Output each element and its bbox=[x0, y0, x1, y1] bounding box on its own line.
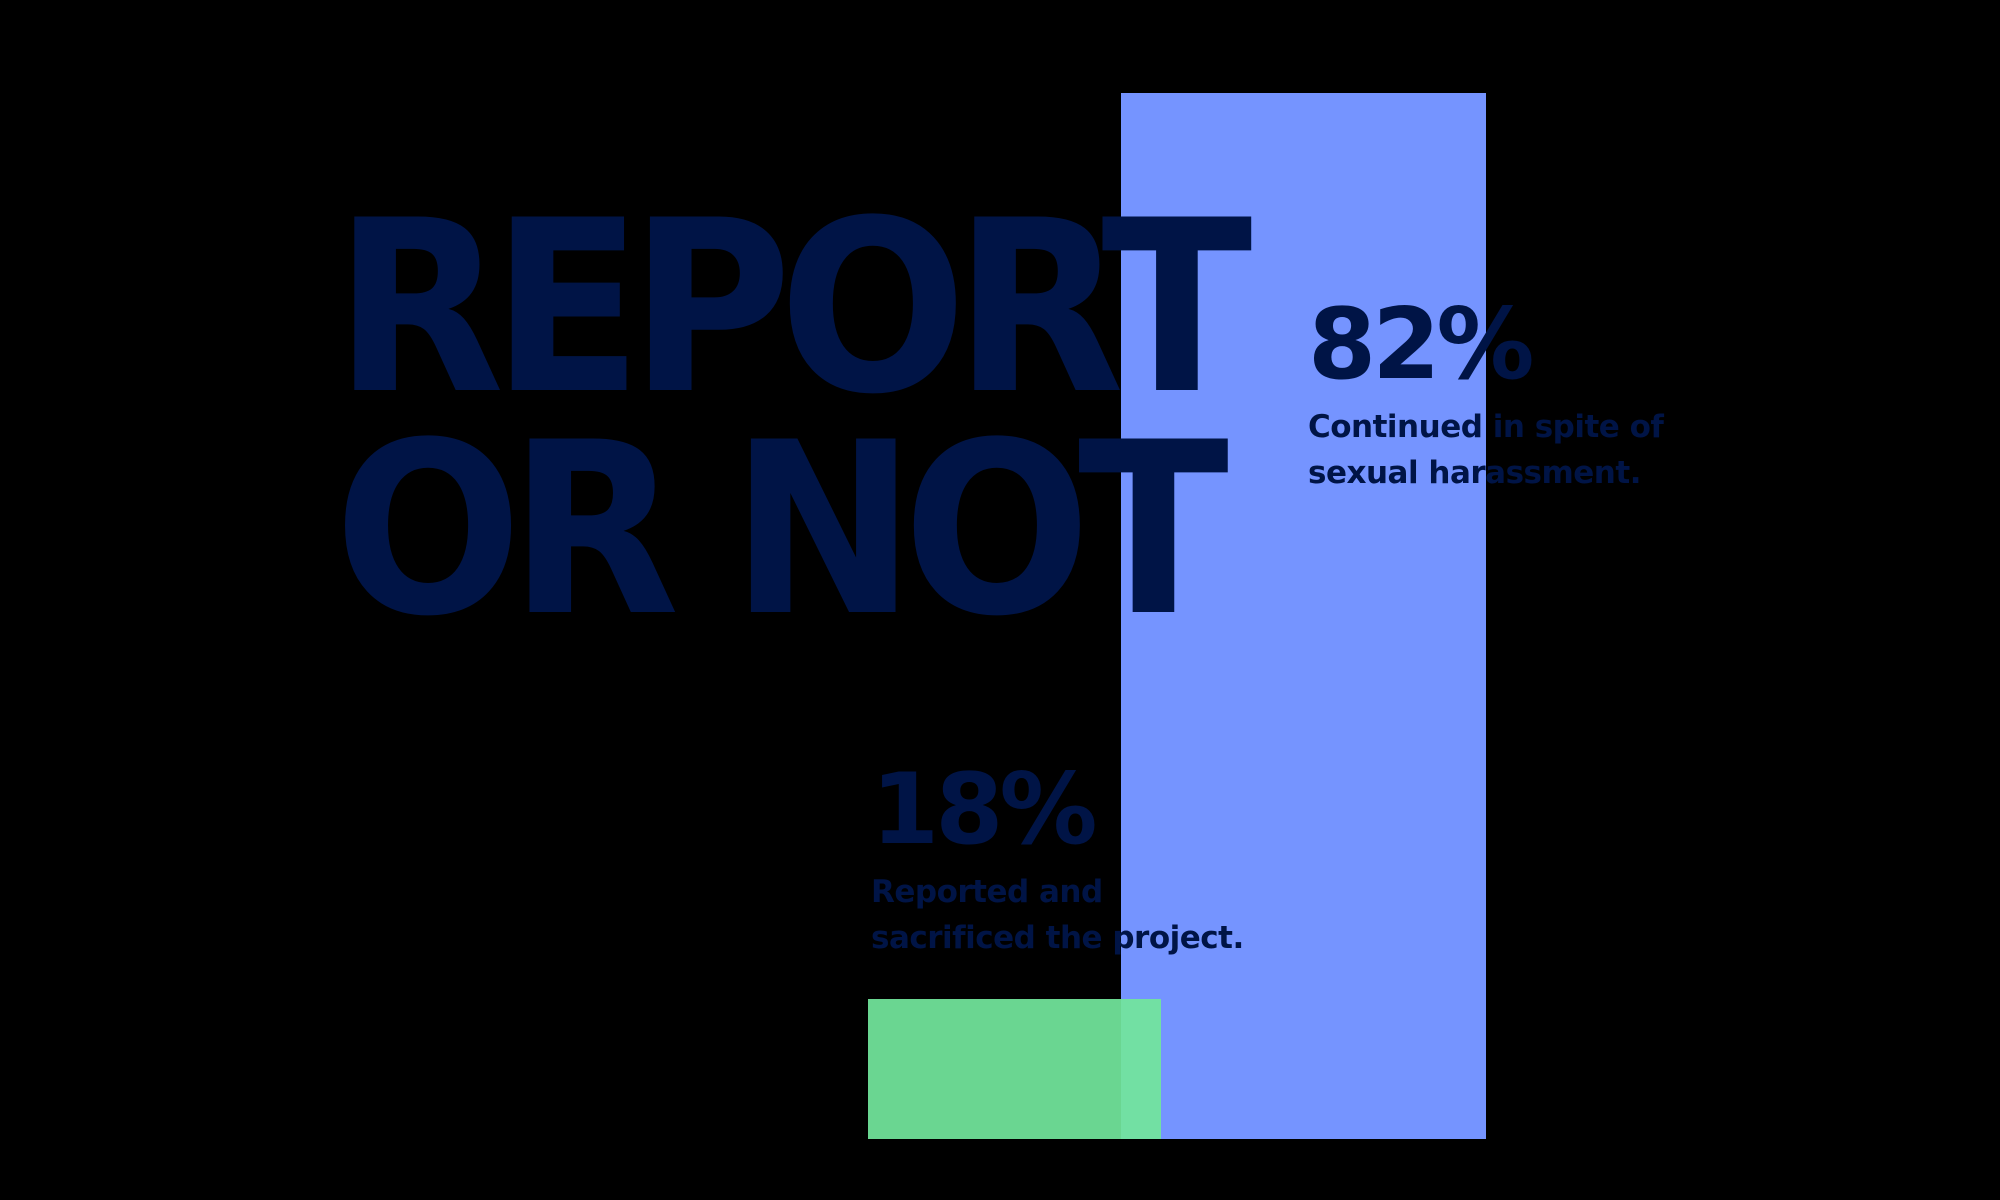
bar-reported-18 bbox=[868, 999, 1161, 1139]
stat-value: 18% bbox=[871, 753, 1098, 867]
stat-desc-line: sacrificed the project. bbox=[871, 920, 1244, 956]
bar-continued-82 bbox=[1121, 93, 1486, 1139]
stat-desc-line: Continued in spite of bbox=[1308, 409, 1664, 445]
chart-title: REPORT OR NOT bbox=[334, 170, 1252, 669]
stat-continued: 82% Continued in spite of sexual harassm… bbox=[1308, 288, 1664, 496]
stat-desc-line: sexual harassment. bbox=[1308, 455, 1641, 491]
stat-value: 82% bbox=[1308, 288, 1535, 402]
title-line-1: REPORT bbox=[334, 170, 1252, 447]
stat-description: Reported and sacrificed the project. bbox=[871, 869, 1244, 961]
stat-description: Continued in spite of sexual harassment. bbox=[1308, 404, 1664, 496]
title-line-2: OR NOT bbox=[334, 392, 1229, 669]
stat-desc-line: Reported and bbox=[871, 874, 1103, 910]
stat-reported: 18% Reported and sacrificed the project. bbox=[871, 761, 1244, 961]
